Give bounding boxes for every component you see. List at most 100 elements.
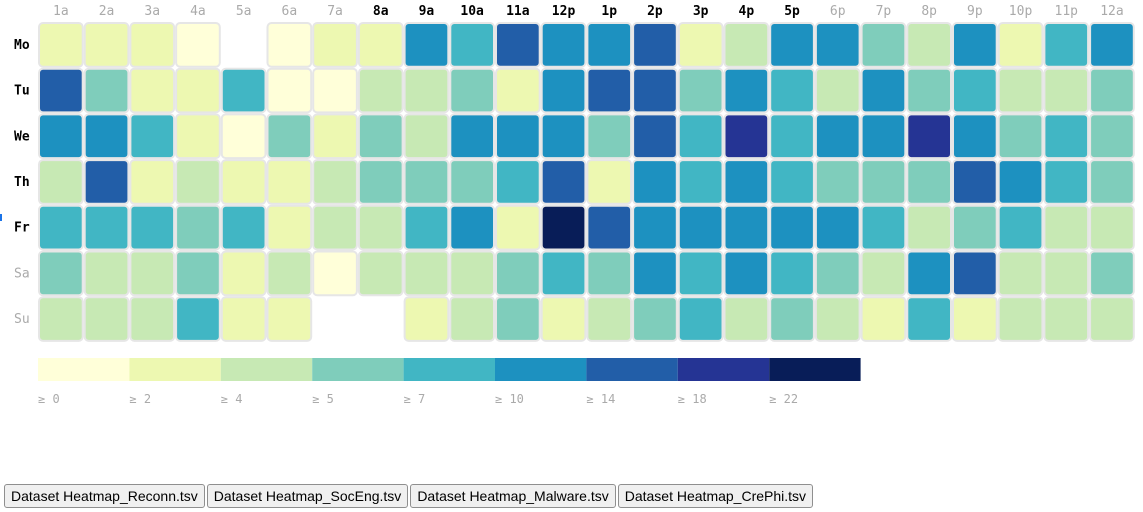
heatmap-cell	[723, 22, 770, 68]
y-tick-label: We	[14, 129, 30, 144]
heatmap-cell	[952, 204, 998, 251]
x-tick-label: 12a	[1100, 4, 1123, 19]
heatmap-cell	[266, 67, 313, 114]
x-tick-label: 9p	[967, 4, 983, 19]
x-tick-label: 12p	[552, 4, 576, 19]
heatmap-cell	[586, 22, 633, 68]
heatmap-cell	[129, 250, 176, 297]
y-tick-label: Mo	[14, 38, 30, 53]
heatmap-cell	[997, 159, 1044, 205]
heatmap-cell	[83, 159, 130, 205]
heatmap-cell	[38, 159, 84, 205]
heatmap-cell	[540, 250, 587, 297]
heatmap-cell	[1043, 296, 1090, 342]
heatmap-cell	[677, 296, 724, 342]
heatmap-cell	[540, 113, 587, 160]
heatmap-cell	[860, 159, 907, 205]
heatmap-cell	[540, 22, 587, 68]
heatmap-cell	[723, 113, 770, 160]
y-tick-label: Su	[14, 312, 30, 327]
heatmap-cell	[723, 67, 770, 114]
heatmap-cell	[952, 296, 998, 342]
legend-swatch	[403, 358, 495, 381]
heatmap-cell	[357, 113, 404, 160]
heatmap-cell	[632, 250, 678, 297]
heatmap-cell	[1089, 67, 1135, 114]
heatmap-cell	[220, 204, 267, 251]
heatmap-cell	[860, 22, 907, 68]
heatmap-cell	[83, 67, 130, 114]
heatmap-cell	[632, 22, 678, 68]
heatmap-cell	[449, 113, 495, 160]
heatmap-cell	[495, 113, 541, 160]
legend-swatch	[38, 358, 130, 381]
dataset-button-reconn[interactable]: Dataset Heatmap_Reconn.tsv	[4, 484, 205, 508]
heatmap-cell	[175, 67, 221, 114]
x-tick-label: 3a	[144, 4, 160, 19]
heatmap-cell	[997, 204, 1044, 251]
heatmap-cell	[677, 204, 724, 251]
x-tick-label: 5p	[784, 4, 800, 19]
legend-swatch	[586, 358, 678, 381]
legend-label: ≥ 4	[221, 392, 243, 406]
dataset-button-bar: Dataset Heatmap_Reconn.tsv Dataset Heatm…	[4, 484, 814, 508]
heatmap-cell	[906, 113, 952, 160]
heatmap-cell	[175, 204, 221, 251]
heatmap-cell	[357, 159, 404, 205]
heatmap-cell	[1043, 250, 1090, 297]
heatmap-cell	[266, 204, 313, 251]
x-tick-label: 3p	[693, 4, 709, 19]
x-tick-label: 8a	[373, 4, 389, 19]
heatmap-cell	[403, 113, 450, 160]
heatmap-cell	[723, 250, 770, 297]
heatmap-cell	[357, 250, 404, 297]
heatmap-cell	[814, 113, 861, 160]
heatmap-cell	[220, 250, 267, 297]
heatmap-cell	[449, 204, 495, 251]
heatmap-cell	[997, 22, 1044, 68]
legend-swatch	[677, 358, 770, 381]
heatmap-cell	[38, 67, 84, 114]
dataset-button-malware[interactable]: Dataset Heatmap_Malware.tsv	[410, 484, 616, 508]
y-tick-label: Fr	[14, 221, 30, 236]
heatmap-cell	[403, 67, 450, 114]
heatmap-cell	[129, 113, 176, 160]
x-tick-label: 6a	[282, 4, 298, 19]
heatmap-cell	[312, 250, 358, 297]
heatmap-cell	[1043, 22, 1090, 68]
legend-label: ≥ 2	[129, 392, 151, 406]
x-tick-label: 8p	[921, 4, 937, 19]
heatmap-cell	[38, 22, 84, 68]
heatmap-cell	[769, 159, 815, 205]
heatmap-cell	[906, 22, 952, 68]
heatmap-cell	[1089, 250, 1135, 297]
heatmap-cell	[449, 22, 495, 68]
heatmap-cell	[632, 67, 678, 114]
heatmap-cell	[586, 296, 633, 342]
heatmap-cell	[906, 250, 952, 297]
legend-label: ≥ 10	[495, 392, 524, 406]
x-tick-label: 10p	[1009, 4, 1033, 19]
x-tick-label: 1p	[601, 4, 617, 19]
legend-swatch	[129, 358, 221, 381]
heatmap-cell	[860, 204, 907, 251]
heatmap-cell	[83, 204, 130, 251]
heatmap-cell	[814, 296, 861, 342]
heatmap-cell	[266, 296, 313, 342]
heatmap-cell	[632, 296, 678, 342]
legend-label: ≥ 14	[586, 392, 615, 406]
heatmap-cell	[677, 250, 724, 297]
heatmap-cell	[997, 67, 1044, 114]
heatmap-cell	[312, 22, 358, 68]
dataset-button-crephi[interactable]: Dataset Heatmap_CrePhi.tsv	[617, 484, 814, 508]
heatmap-cell	[952, 67, 998, 114]
heatmap-cell	[220, 67, 267, 114]
legend-label: ≥ 18	[678, 392, 707, 406]
legend-label: ≥ 22	[769, 392, 798, 406]
dataset-button-soceng[interactable]: Dataset Heatmap_SocEng.tsv	[206, 484, 409, 508]
heatmap-cell	[449, 67, 495, 114]
heatmap-cell	[220, 296, 267, 342]
heatmap-cell	[1089, 113, 1135, 160]
heatmap-cell	[540, 67, 587, 114]
y-tick-label: Tu	[14, 84, 30, 99]
